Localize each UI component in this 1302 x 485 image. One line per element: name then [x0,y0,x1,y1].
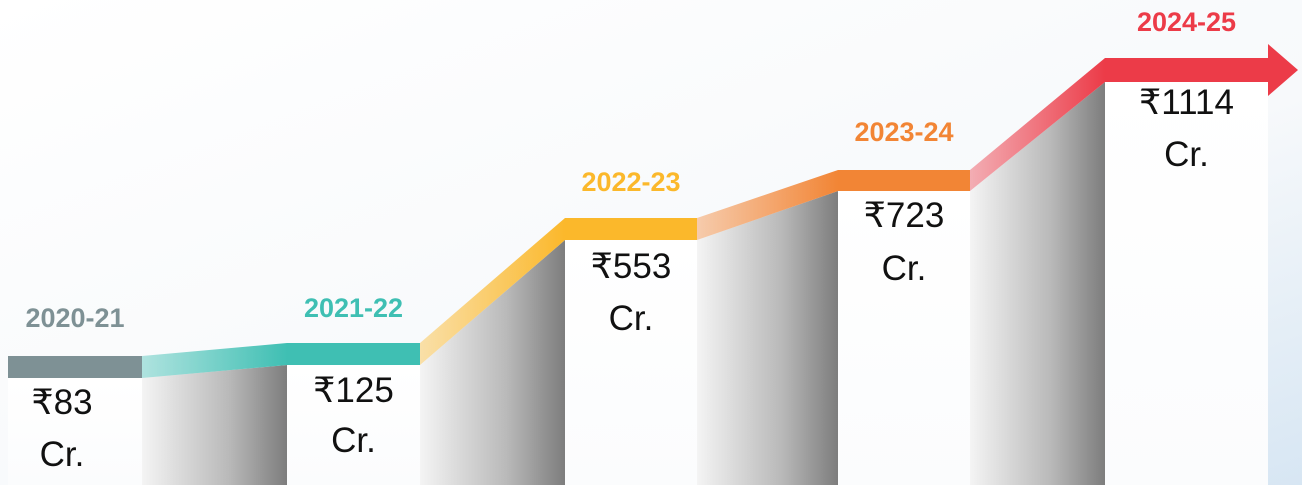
unit-label: Cr. [1164,135,1209,174]
connector-ribbon [697,170,838,240]
step-wall [697,191,838,485]
platform [1105,58,1268,82]
column [838,191,970,485]
column [1105,82,1268,485]
amount-label: ₹125 [313,371,394,410]
platform [565,218,697,240]
year-label: 2023-24 [854,117,953,147]
arrow-head [1268,44,1298,96]
platform [287,343,420,365]
amount-label: ₹553 [591,247,672,286]
platform [8,356,142,378]
amount-label: ₹723 [864,196,945,235]
step-wall [142,365,287,485]
amount-label: ₹83 [31,383,92,422]
unit-label: Cr. [609,299,654,338]
column [8,378,142,485]
steps: 2020-21 ₹83 Cr. 2021-22 ₹125 Cr. 2022-23 ₹553 Cr… [8,7,1298,485]
platform [838,170,970,191]
connector-ribbon [142,343,287,378]
unit-label: Cr. [40,435,85,474]
column [287,365,420,485]
unit-label: Cr. [882,249,927,288]
amount-label: ₹1114 [1139,83,1234,122]
year-label: 2024-25 [1137,7,1236,37]
year-label: 2020-21 [25,303,124,333]
unit-label: Cr. [331,421,376,460]
step-wall [970,82,1105,485]
step-wall [420,240,565,485]
connector-ribbon [970,58,1105,191]
column [565,240,697,485]
year-label: 2022-23 [581,167,680,197]
year-label: 2021-22 [304,293,403,323]
connector-ribbon [420,218,565,365]
